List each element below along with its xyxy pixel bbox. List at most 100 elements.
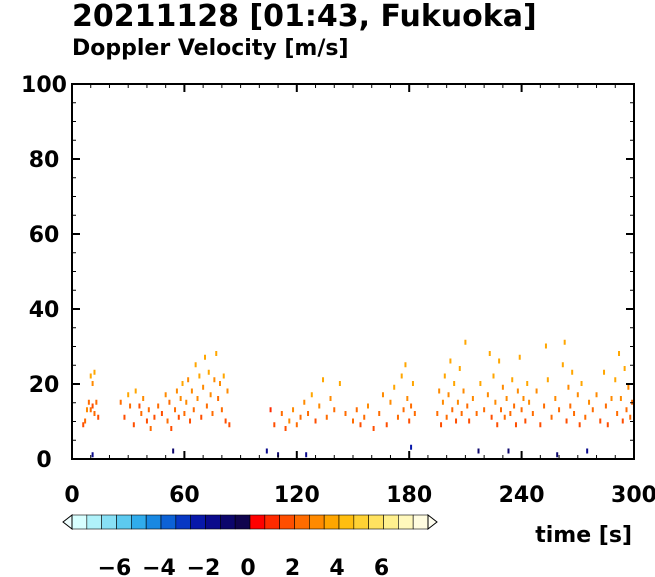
- colorbar-cell: [220, 514, 236, 530]
- colorbar-cell: [353, 514, 369, 530]
- data-point: [466, 403, 469, 409]
- data-point: [453, 381, 456, 386]
- data-point: [518, 354, 521, 360]
- data-point: [204, 354, 207, 360]
- data-point: [352, 418, 354, 424]
- data-point: [89, 407, 92, 413]
- data-point: [215, 351, 218, 356]
- data-point: [366, 403, 369, 409]
- plot-frame: [71, 83, 635, 460]
- data-point: [520, 407, 523, 413]
- data-point: [95, 399, 98, 405]
- data-point: [413, 411, 416, 416]
- data-point: [329, 396, 332, 401]
- data-point: [303, 399, 306, 405]
- data-point: [93, 369, 96, 375]
- data-point: [385, 422, 388, 428]
- data-point: [606, 422, 609, 428]
- data-point: [599, 418, 602, 424]
- data-point: [471, 396, 474, 401]
- data-point: [209, 392, 212, 398]
- data-point: [625, 407, 628, 413]
- data-point: [455, 418, 458, 424]
- data-point: [528, 399, 531, 405]
- data-point: [160, 411, 163, 416]
- data-point: [393, 384, 396, 390]
- data-point: [604, 403, 607, 409]
- data-point: [344, 411, 347, 416]
- data-point: [174, 407, 177, 413]
- data-point: [181, 381, 184, 386]
- data-point: [194, 362, 197, 368]
- data-point: [546, 377, 549, 383]
- data-point: [132, 422, 135, 428]
- data-point: [501, 384, 504, 390]
- data-point: [621, 418, 624, 424]
- data-layer: [82, 339, 635, 458]
- data-point: [140, 411, 143, 416]
- data-point: [483, 407, 486, 413]
- data-point: [222, 373, 225, 379]
- data-point: [299, 414, 302, 420]
- data-point: [119, 399, 122, 405]
- data-point: [82, 422, 85, 428]
- colorbar-cell: [383, 514, 399, 530]
- data-point: [84, 418, 87, 424]
- data-point: [170, 426, 173, 431]
- data-point: [440, 422, 443, 428]
- data-point: [359, 422, 362, 428]
- data-point: [535, 388, 538, 394]
- data-point: [556, 452, 559, 458]
- data-point: [516, 388, 519, 394]
- data-point: [378, 411, 381, 416]
- colorbar-cell: [101, 514, 117, 530]
- data-point: [220, 407, 223, 413]
- data-point: [200, 414, 203, 420]
- data-point: [164, 392, 167, 398]
- data-point: [492, 373, 495, 379]
- data-point: [224, 418, 227, 424]
- data-point: [198, 373, 201, 379]
- data-point: [408, 418, 411, 424]
- colorbar-min-arrow: [62, 513, 73, 531]
- data-point: [166, 418, 169, 424]
- data-point: [175, 388, 178, 394]
- data-point: [451, 407, 454, 413]
- data-point: [277, 452, 280, 458]
- y-tick-label: 60: [29, 223, 60, 248]
- data-point: [567, 384, 570, 390]
- data-point: [436, 411, 439, 416]
- data-point: [406, 396, 409, 401]
- data-point: [322, 377, 325, 383]
- data-point: [618, 351, 621, 356]
- colorbar-cell: [71, 514, 88, 530]
- data-point: [187, 377, 190, 383]
- data-point: [172, 448, 175, 454]
- data-point: [87, 399, 90, 405]
- data-point: [228, 422, 231, 428]
- colorbar-cell: [368, 514, 384, 530]
- data-point: [441, 399, 444, 405]
- axes-layer: 0 60 120 180 240 300 0 20 40 60 80 100 time [s]: [21, 73, 655, 548]
- data-point: [539, 422, 542, 428]
- data-point: [610, 396, 613, 401]
- data-point: [292, 407, 295, 413]
- data-point: [494, 399, 497, 405]
- colorbar-tick-label: −2: [187, 556, 221, 577]
- y-tick-label: 100: [21, 73, 67, 98]
- data-point: [183, 411, 186, 416]
- x-tick-label: 180: [386, 483, 432, 508]
- data-point: [561, 362, 564, 368]
- colorbar-tick-label: 2: [285, 556, 300, 577]
- data-point: [569, 403, 572, 409]
- colorbar-tick-label: −6: [98, 556, 132, 577]
- data-point: [91, 452, 94, 458]
- data-point: [400, 373, 403, 379]
- data-point: [325, 414, 328, 420]
- data-point: [138, 403, 141, 409]
- data-point: [445, 414, 448, 420]
- data-point: [196, 396, 199, 401]
- colorbar-cell: [294, 514, 310, 530]
- data-point: [157, 403, 160, 409]
